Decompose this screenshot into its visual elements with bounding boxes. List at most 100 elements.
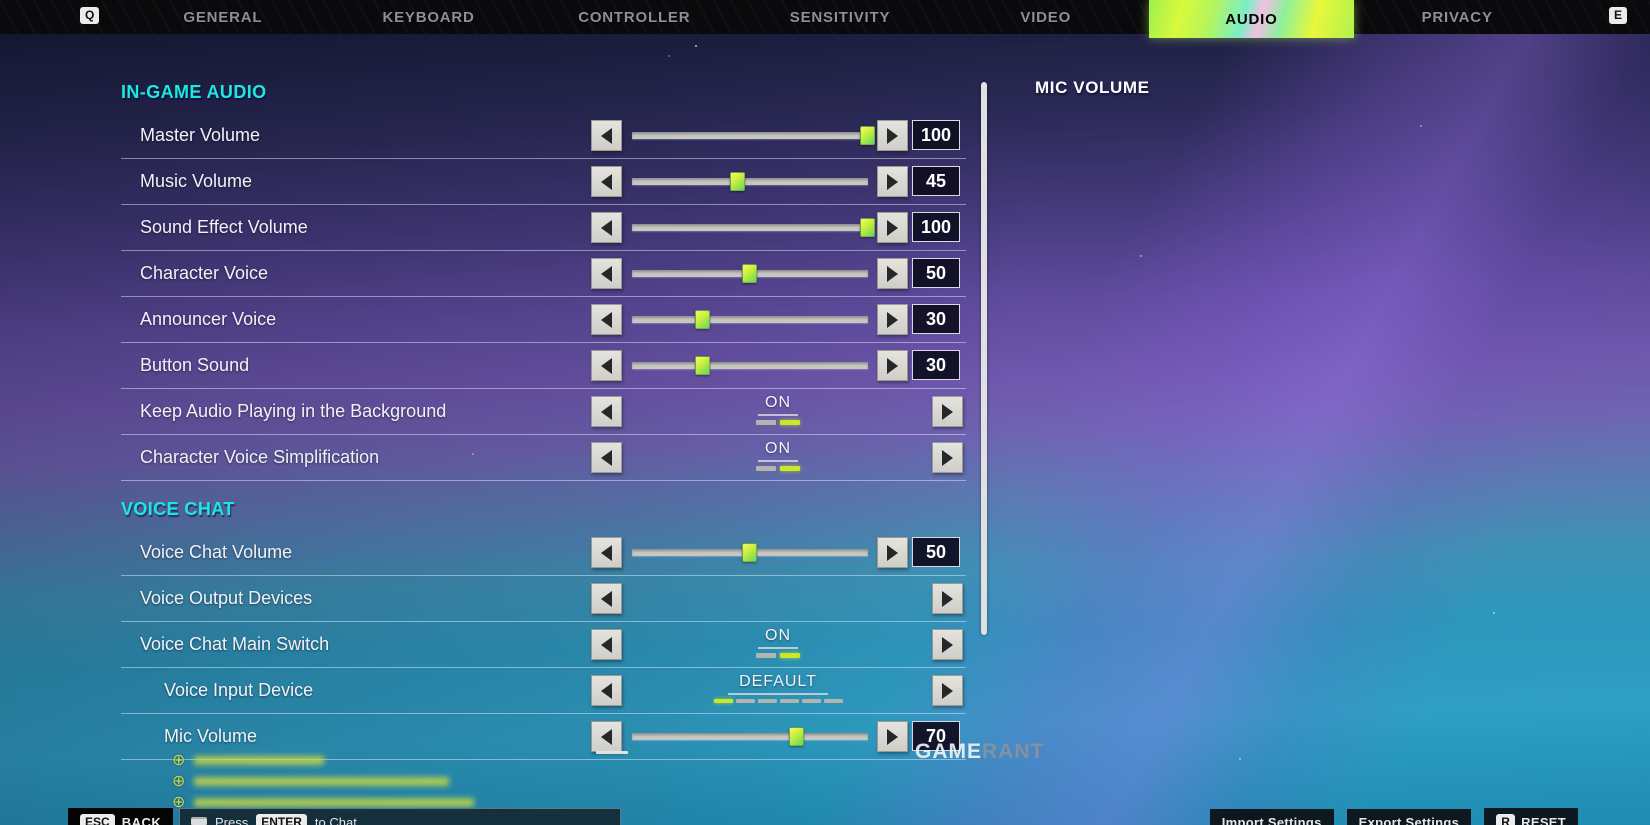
- right-triangle-icon: [942, 636, 953, 653]
- decrease-arrow-button[interactable]: [591, 166, 622, 197]
- decrease-arrow-button[interactable]: [591, 442, 622, 473]
- value-display: 30: [912, 350, 960, 380]
- left-triangle-icon: [601, 728, 612, 745]
- tab-sensitivity[interactable]: SENSITIVITY: [789, 8, 891, 26]
- setting-label: Character Voice Simplification: [140, 447, 380, 467]
- increase-arrow-button[interactable]: [877, 120, 908, 151]
- toggle-value: ON: [623, 627, 933, 658]
- slider-track-bar: [632, 132, 868, 139]
- settings-row: Voice Chat Volume 50: [121, 530, 966, 576]
- scrollbar-thumb[interactable]: [981, 82, 987, 635]
- decrease-arrow-button[interactable]: [591, 583, 622, 614]
- increase-arrow-button[interactable]: [877, 166, 908, 197]
- globe-icon: ⊕: [172, 772, 186, 790]
- increase-arrow-button[interactable]: [877, 721, 908, 752]
- increase-arrow-button[interactable]: [932, 396, 963, 427]
- value-underline: [758, 460, 798, 462]
- settings-row: Music Volume 45: [121, 159, 966, 205]
- option-value-text: ON: [765, 627, 791, 644]
- settings-tab-list: GENERAL KEYBOARD CONTROLLER SENSITIVITY VIDE…: [120, 0, 1560, 38]
- right-panel-title: MIC VOLUME: [1035, 78, 1150, 97]
- setting-label: Voice Output Devices: [140, 588, 313, 608]
- settings-row: Voice Chat Main Switch ON: [121, 622, 966, 668]
- slider-track[interactable]: [632, 310, 868, 329]
- tab-general[interactable]: GENERAL: [183, 8, 263, 26]
- decrease-arrow-button[interactable]: [591, 350, 622, 381]
- decrease-arrow-button[interactable]: [591, 258, 622, 289]
- option-dash: [779, 699, 799, 703]
- slider-track-bar: [632, 178, 868, 185]
- export-settings-button[interactable]: Export Settings: [1346, 808, 1472, 825]
- option-dash-selected: [780, 420, 800, 425]
- right-triangle-icon: [942, 682, 953, 699]
- slider-thumb[interactable]: [742, 543, 757, 562]
- value-display: 100: [912, 120, 960, 150]
- settings-row: Button Sound 30: [121, 343, 966, 389]
- watermark-part2: RANT: [982, 740, 1045, 763]
- decrease-arrow-button[interactable]: [591, 212, 622, 243]
- option-dash: [756, 420, 776, 425]
- slider-track[interactable]: [632, 727, 868, 746]
- settings-row: Sound Effect Volume 100: [121, 205, 966, 251]
- slider-thumb[interactable]: [730, 172, 746, 191]
- decrease-arrow-button[interactable]: [591, 675, 622, 706]
- slider-thumb[interactable]: [742, 264, 757, 283]
- increase-arrow-button[interactable]: [877, 537, 908, 568]
- settings-row: Character Voice Simplification ON: [121, 435, 966, 481]
- enter-key-hint: ENTER: [256, 813, 307, 825]
- slider-thumb[interactable]: [860, 218, 875, 237]
- slider-thumb[interactable]: [694, 356, 710, 375]
- chat-hint-prefix: Press: [215, 814, 249, 825]
- back-button[interactable]: ESC BACK: [68, 808, 174, 825]
- decrease-arrow-button[interactable]: [591, 537, 622, 568]
- prev-tab-key-hint: Q: [80, 7, 100, 24]
- decrease-arrow-button[interactable]: [591, 304, 622, 335]
- increase-arrow-button[interactable]: [932, 675, 963, 706]
- increase-arrow-button[interactable]: [932, 629, 963, 660]
- decrease-arrow-button[interactable]: [591, 629, 622, 660]
- settings-list: IN-GAME AUDIO Master Volume 100 Music Volum…: [121, 72, 966, 760]
- import-settings-button[interactable]: Import Settings: [1209, 808, 1334, 825]
- slider-thumb[interactable]: [860, 126, 875, 145]
- tab-audio[interactable]: AUDIO: [1148, 0, 1355, 38]
- increase-arrow-button[interactable]: [932, 583, 963, 614]
- increase-arrow-button[interactable]: [877, 258, 908, 289]
- left-triangle-icon: [601, 544, 612, 561]
- slider-track[interactable]: [632, 172, 868, 191]
- slider-thumb[interactable]: [789, 727, 805, 746]
- reset-button[interactable]: R RESET: [1484, 807, 1578, 825]
- slider-track[interactable]: [632, 264, 868, 283]
- decrease-arrow-button[interactable]: [591, 721, 622, 752]
- decrease-arrow-button[interactable]: [591, 396, 622, 427]
- slider-track[interactable]: [632, 356, 868, 375]
- settings-row: Voice Input Device DEFAULT: [121, 668, 966, 714]
- setting-label: Voice Chat Main Switch: [140, 634, 330, 654]
- increase-arrow-button[interactable]: [877, 350, 908, 381]
- esc-key-hint: ESC: [80, 813, 115, 825]
- value-display: 70: [912, 721, 960, 751]
- slider-thumb[interactable]: [694, 310, 710, 329]
- slider-track[interactable]: [632, 218, 875, 237]
- chat-input-hint-bar[interactable]: Press ENTER to Chat: [179, 808, 621, 825]
- tab-keyboard[interactable]: KEYBOARD: [382, 8, 475, 26]
- value-underline: [758, 647, 798, 649]
- slider-track[interactable]: [632, 126, 875, 145]
- globe-icon: ⊕: [172, 751, 186, 769]
- toggle-value: ON: [623, 440, 933, 471]
- left-triangle-icon: [601, 403, 612, 420]
- tab-privacy[interactable]: PRIVACY: [1421, 8, 1493, 26]
- tab-video[interactable]: VIDEO: [1020, 8, 1072, 26]
- slider-track[interactable]: [632, 543, 868, 562]
- increase-arrow-button[interactable]: [877, 304, 908, 335]
- increase-arrow-button[interactable]: [877, 212, 908, 243]
- section-title: VOICE CHAT: [121, 499, 235, 519]
- option-position-indicator: [712, 699, 844, 703]
- settings-row: Character Voice 50: [121, 251, 966, 297]
- tab-controller[interactable]: CONTROLLER: [578, 8, 691, 26]
- watermark-part1: GAME: [915, 740, 982, 763]
- increase-arrow-button[interactable]: [932, 442, 963, 473]
- left-triangle-icon: [601, 590, 612, 607]
- decrease-arrow-button[interactable]: [591, 120, 622, 151]
- toggle-value: ON: [623, 394, 933, 425]
